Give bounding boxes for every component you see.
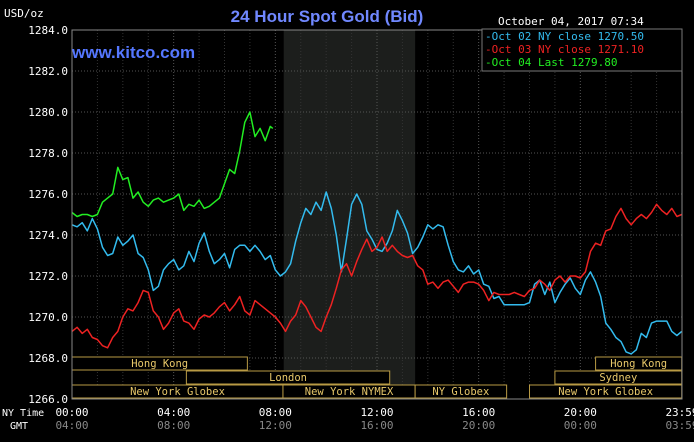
legend-entry-1: -Oct 02 NY close 1270.50	[485, 30, 644, 43]
series-line-3	[71, 111, 274, 218]
gmt-label: GMT	[10, 421, 28, 432]
session-label: NY Globex	[432, 386, 489, 398]
session-label: London	[269, 372, 307, 384]
session-bar	[414, 384, 508, 399]
x-tick-label-ny: 12:00	[360, 406, 393, 419]
x-tick-label-gmt: 20:00	[462, 419, 495, 432]
x-tick-label-gmt: 12:00	[259, 419, 292, 432]
legend-box	[481, 28, 683, 72]
y-tick-label: 1268.0	[28, 352, 68, 365]
plot-border	[71, 29, 683, 400]
y-tick-label: 1274.0	[28, 229, 68, 242]
y-tick-label: 1280.0	[28, 106, 68, 119]
x-tick-label-gmt: 00:00	[564, 419, 597, 432]
x-tick-label-gmt: 08:00	[157, 419, 190, 432]
y-tick-label: 1282.0	[28, 65, 68, 78]
session-label: Sydney	[599, 372, 637, 384]
y-tick-label: 1284.0	[28, 24, 68, 37]
chart-title: 24 Hour Spot Gold (Bid)	[231, 7, 424, 26]
legend-entry-2: -Oct 03 NY close 1271.10	[485, 43, 644, 56]
y-axis-unit-label: USD/oz	[4, 7, 44, 20]
x-tick-label-gmt: 03:59	[665, 419, 694, 432]
legend-entry-3: -Oct 04 Last 1279.80	[485, 56, 617, 69]
ny-time-label: NY Time	[2, 408, 44, 419]
trading-sessions: Hong Kong Hong Kong London Sydney New York G…	[71, 356, 683, 399]
x-tick-label-gmt: 16:00	[360, 419, 393, 432]
x-tick-label-ny: 08:00	[259, 406, 292, 419]
series-line-2	[71, 203, 682, 349]
session-label: Hong Kong	[610, 358, 667, 370]
y-tick-label: 1278.0	[28, 147, 68, 160]
session-label: New York Globex	[130, 386, 225, 398]
session-bar	[185, 370, 391, 385]
x-tick-label-gmt: 04:00	[55, 419, 88, 432]
y-tick-label: 1272.0	[28, 270, 68, 283]
price-series	[71, 111, 683, 355]
session-label: New York NYMEX	[305, 386, 394, 398]
chart-axes: 1266.0 1268.0 1270.0 1272.0 1274.0 1276.0 1278…	[28, 24, 694, 432]
session-label: Hong Kong	[131, 358, 188, 370]
chart-timestamp: October 04, 2017 07:34	[498, 15, 644, 28]
chart-legend: -Oct 02 NY close 1270.50-Oct 03 NY close…	[481, 28, 683, 72]
x-tick-label-ny: 00:00	[55, 406, 88, 419]
x-tick-label-ny: 23:59	[665, 406, 694, 419]
website-label: www.kitco.com	[71, 43, 195, 62]
x-tick-label-ny: 16:00	[462, 406, 495, 419]
y-tick-label: 1266.0	[28, 393, 68, 406]
x-tick-label-ny: 20:00	[564, 406, 597, 419]
y-tick-label: 1276.0	[28, 188, 68, 201]
y-tick-label: 1270.0	[28, 311, 68, 324]
series-line-1	[71, 191, 683, 355]
session-label: New York Globex	[558, 386, 653, 398]
x-tick-label-ny: 04:00	[157, 406, 190, 419]
